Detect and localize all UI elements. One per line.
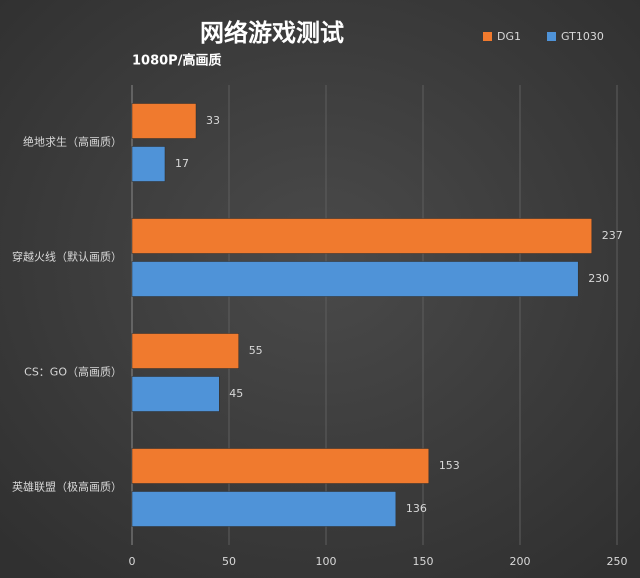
data-label: 230 [588,272,609,285]
legend-swatch [547,32,556,41]
x-tick-label: 0 [129,555,136,568]
bar [131,218,593,254]
legend-swatch [483,32,492,41]
data-label: 17 [175,157,189,170]
chart-title: 网络游戏测试 [200,19,344,47]
x-tick-label: 200 [510,555,531,568]
bar [131,448,430,484]
bar [131,261,579,297]
data-label: 33 [206,114,220,127]
bar [131,103,197,139]
chart-subtitle: 1080P/高画质 [132,53,221,69]
bar [131,491,397,527]
bar [131,333,239,369]
data-label: 55 [249,344,263,357]
x-tick-label: 250 [607,555,628,568]
bar [131,146,166,182]
legend-label: GT1030 [561,30,604,43]
legend-label: DG1 [497,30,521,43]
data-label: 136 [406,502,427,515]
y-tick-label: CS：GO（高画质） [24,365,122,379]
x-tick-label: 150 [413,555,434,568]
y-tick-label: 穿越火线（默认画质） [12,250,122,264]
data-label: 45 [229,387,243,400]
x-tick-label: 50 [222,555,236,568]
bar [131,376,220,412]
y-tick-label: 英雄联盟（极高画质） [12,480,122,494]
x-tick-label: 100 [316,555,337,568]
y-tick-label: 绝地求生（高画质） [23,135,122,149]
data-label: 153 [439,459,460,472]
data-label: 237 [602,229,623,242]
